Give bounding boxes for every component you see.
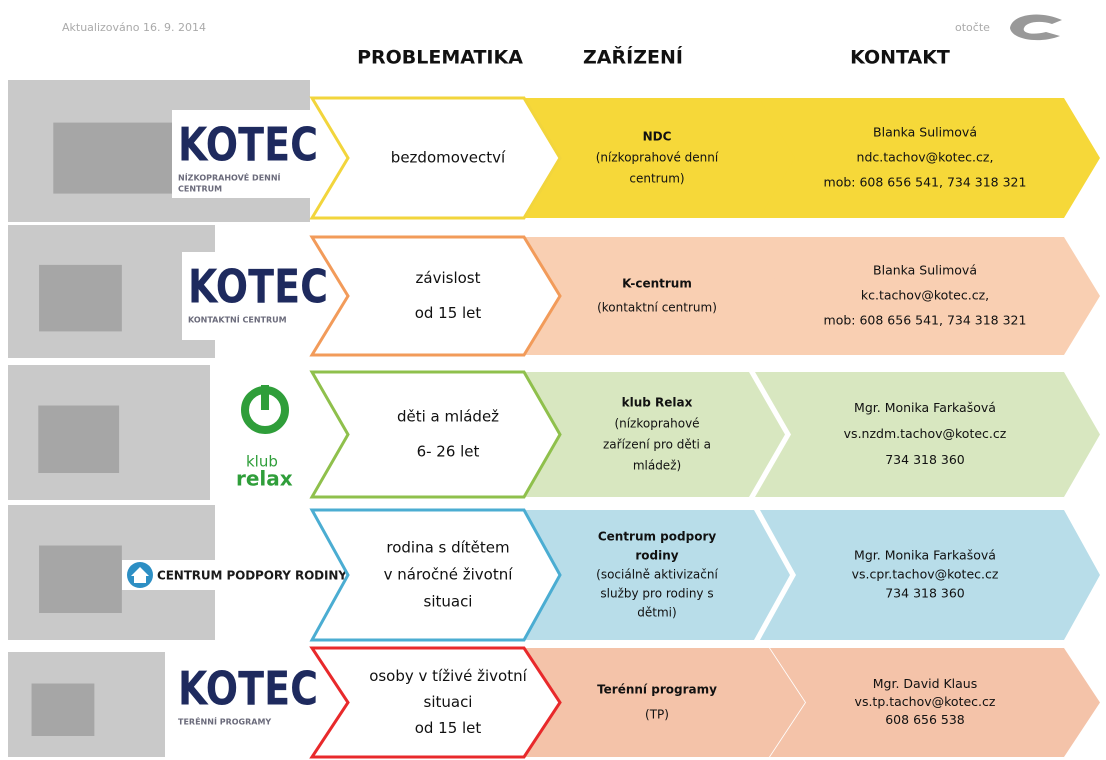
facility-chevron — [525, 98, 795, 218]
problem-text: děti a mládež — [397, 408, 499, 426]
facility-detail: služby pro rodiny s — [600, 587, 713, 601]
problem-text: osoby v tíživé životní — [369, 667, 527, 685]
problem-chevron — [309, 96, 562, 220]
logo-brand: KOTEC — [188, 260, 328, 314]
facility-title: K-centrum — [622, 277, 692, 291]
facility-chevron — [525, 648, 805, 757]
photo-shade — [31, 683, 95, 736]
facility-detail: centrum) — [629, 172, 684, 186]
photo-shade — [39, 545, 122, 613]
facility-detail: (TP) — [645, 708, 669, 722]
problem-text: 6- 26 let — [417, 443, 480, 461]
contact-text: 608 656 538 — [885, 712, 965, 727]
logo-subtitle: klub — [246, 453, 278, 471]
logo-subtitle: TERÉNNÍ PROGRAMY — [178, 716, 271, 727]
contact-text: mob: 608 656 541, 734 318 321 — [824, 313, 1027, 328]
problem-text: od 15 let — [415, 304, 482, 322]
problem-chevron — [309, 508, 562, 642]
contact-text: Blanka Sulimová — [873, 125, 977, 140]
turn-arrow-icon — [1010, 14, 1062, 41]
logo-subtitle: CENTRUM — [178, 185, 222, 194]
facility-detail: mládež) — [633, 459, 681, 473]
column-header: KONTAKT — [850, 47, 950, 69]
logo-bg — [182, 252, 332, 340]
updated-note: Aktualizováno 16. 9. 2014 — [62, 21, 206, 34]
facility-detail: (nízkoprahové denní — [596, 151, 719, 165]
contact-text: mob: 608 656 541, 734 318 321 — [824, 175, 1027, 190]
contact-chevron — [770, 648, 1100, 757]
logo-bg — [122, 560, 354, 590]
logo-bg — [172, 654, 322, 742]
logo-house-icon — [131, 567, 149, 583]
facility-detail: (sociálně aktivizační — [596, 568, 718, 582]
contact-text: 734 318 360 — [885, 452, 965, 467]
problem-text: rodina s dítětem — [386, 539, 509, 557]
contact-chevron — [760, 510, 1100, 640]
contact-chevron — [745, 237, 1100, 355]
contact-text: vs.nzdm.tachov@kotec.cz — [844, 426, 1007, 441]
facility-title: NDC — [643, 130, 672, 144]
contact-text: vs.tp.tachov@kotec.cz — [855, 694, 996, 709]
contact-text: kc.tachov@kotec.cz, — [861, 288, 989, 303]
column-header: ZAŘÍZENÍ — [583, 46, 683, 69]
facility-detail: (kontaktní centrum) — [597, 301, 717, 315]
contact-text: ndc.tachov@kotec.cz, — [857, 150, 994, 165]
facility-title: Terénní programy — [597, 683, 717, 697]
problem-text: bezdomovectví — [391, 149, 506, 167]
facility-chevron — [525, 372, 785, 497]
turn-note: otočte — [955, 21, 990, 34]
contact-text: Blanka Sulimová — [873, 263, 977, 278]
logo-power-icon — [261, 385, 269, 410]
contact-text: Mgr. Monika Farkašová — [854, 400, 996, 415]
problem-text: od 15 let — [415, 719, 482, 737]
contact-chevron — [752, 98, 1100, 218]
logo-brand: KOTEC — [178, 118, 318, 172]
facility-detail: dětmi) — [637, 606, 676, 620]
facility-detail: (nízkoprahové — [614, 417, 699, 431]
photo-shade — [38, 405, 120, 473]
logo-bg — [172, 110, 322, 198]
facility-title: Centrum podpory — [598, 530, 717, 544]
problem-text: v náročné životní — [384, 566, 514, 584]
contact-text: Mgr. David Klaus — [873, 676, 978, 691]
contact-text: Mgr. Monika Farkašová — [854, 548, 996, 563]
logo-brand: relax — [236, 467, 293, 491]
logo-subtitle: KONTAKTNÍ CENTRUM — [188, 314, 287, 325]
problem-chevron — [309, 646, 562, 759]
facility-detail: zařízení pro děti a — [603, 438, 711, 452]
column-header: PROBLEMATIKA — [357, 47, 523, 69]
facility-chevron — [525, 510, 790, 640]
problem-chevron — [309, 370, 562, 499]
facility-chevron — [525, 237, 785, 355]
contact-chevron — [755, 372, 1100, 497]
problem-text: situaci — [424, 593, 473, 611]
contact-text: vs.cpr.tachov@kotec.cz — [852, 567, 999, 582]
problem-text: závislost — [416, 269, 481, 287]
logo-subtitle: NÍZKOPRAHOVÉ DENNÍ — [178, 172, 281, 183]
photo-shade — [39, 264, 122, 332]
problem-text: situaci — [424, 693, 473, 711]
problem-chevron — [309, 235, 562, 357]
facility-title: rodiny — [635, 549, 678, 563]
facility-title: klub Relax — [622, 396, 693, 410]
photo-shade — [53, 122, 175, 194]
contact-text: 734 318 360 — [885, 586, 965, 601]
logo-brand: KOTEC — [178, 662, 318, 716]
logo-brand: CENTRUM PODPORY RODINY — [157, 569, 347, 583]
